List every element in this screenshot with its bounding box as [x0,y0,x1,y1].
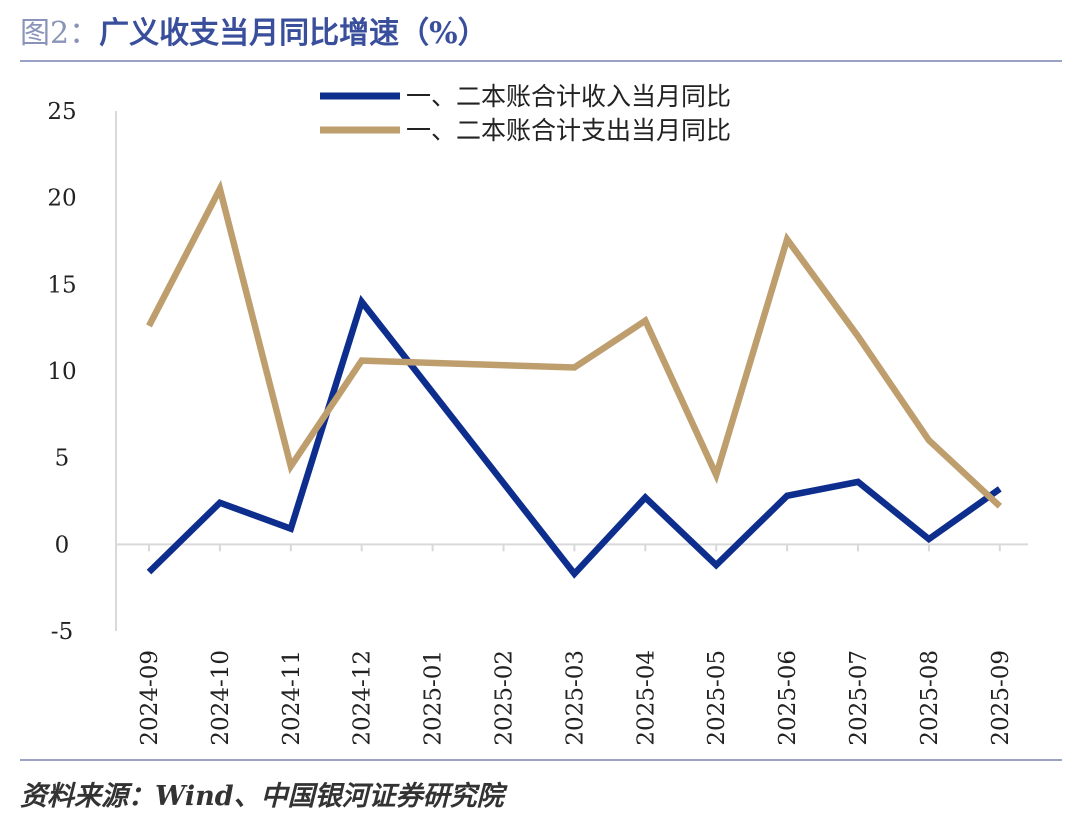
x-tick-label: 2025-08 [917,650,943,746]
x-tick-label: 2025-01 [421,650,447,746]
x-tick-label: 2025-02 [492,650,518,746]
chart-title: 图2：广义收支当月同比增速（%） [20,8,488,52]
x-tick-label: 2024-09 [137,650,163,746]
y-tick-label: 20 [47,186,76,212]
bottom-divider [20,759,1062,761]
y-tick-label: 15 [47,272,76,298]
chart-axes: 25 20 15 10 5 0 -5 2024-09 2024-10 2024-11 2024-12… [47,99,1028,746]
y-tick-label: 5 [55,446,70,472]
x-tick-label: 2024-12 [350,650,376,746]
y-tick-label: 10 [47,359,76,385]
series-line-income [146,294,1002,579]
chart-series [146,179,1003,579]
series-line-expenditure [146,179,1003,509]
y-tick-label: 0 [55,532,70,558]
source-note: 资料来源：Wind、中国银河证券研究院 [20,781,504,812]
legend-label-income: 一、二本账合计收入当月同比 [406,82,731,111]
figure-title: 广义收支当月同比增速（%） [99,16,488,51]
x-tick-label: 2025-06 [775,650,801,746]
x-tick-label: 2025-04 [633,650,659,746]
y-tick-label: -5 [51,619,73,645]
x-tick-label: 2025-05 [704,650,730,746]
x-tick-label: 2024-10 [208,650,234,746]
y-tick-label: 25 [47,99,76,125]
figure-label: 图2： [20,16,100,51]
legend-label-expenditure: 一、二本账合计支出当月同比 [406,116,731,145]
top-divider [20,60,1062,62]
x-tick-label: 2024-11 [279,650,305,746]
x-tick-label: 2025-07 [846,650,872,746]
x-tick-label: 2025-09 [988,650,1014,746]
x-tick-label: 2025-03 [562,650,588,746]
